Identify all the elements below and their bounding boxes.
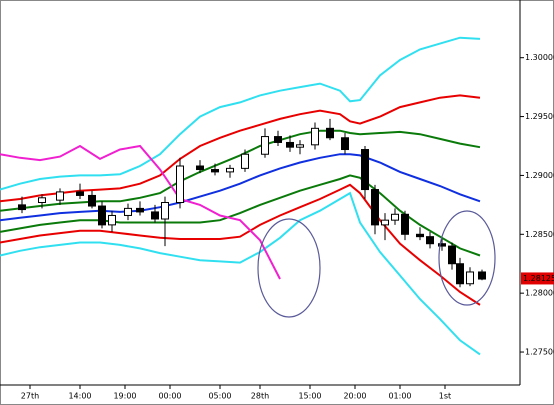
current-price-box [521,272,554,285]
indicator-line [0,129,481,212]
highlight-ellipse [438,210,496,306]
candle-body [274,136,282,143]
candle-body [136,207,144,213]
candle-body [456,263,464,285]
indicator-line [0,174,481,257]
candle-body [401,213,409,235]
candle-body [108,214,116,226]
candle-body [124,207,132,216]
highlight-ellipse [257,218,321,318]
x-tick-label: 05:00 [208,392,231,401]
candle-body [151,211,159,220]
indicator-line [0,144,281,280]
candle-body [311,127,319,146]
candle-body [161,202,169,220]
x-tick-label: 27th [21,392,39,401]
candle-body [448,245,456,265]
indicator-line [0,191,481,356]
current-price-label: 1.28125 [523,274,554,283]
candle-body [391,213,399,221]
candle-body [226,167,234,173]
indicator-line [0,94,481,203]
indicator-line [0,36,481,191]
y-tick-label: 1.29000 [525,171,554,180]
candle-body [371,189,379,226]
y-tick-label: 1.30000 [525,53,554,62]
candle-body [426,236,434,245]
x-tick-label: 15:00 [298,392,321,401]
candle-body [438,243,446,247]
candle-body [38,197,46,204]
candle-body [196,165,204,171]
candle-body [56,191,64,201]
candle-body [88,194,96,207]
candle-body [98,205,106,226]
candle-body [381,219,389,226]
y-tick-label: 1.29500 [525,112,554,121]
candle-body [341,137,349,151]
candle-body [76,191,84,196]
x-tick-label: 19:00 [113,392,136,401]
plot-area [0,36,486,356]
x-tick-label: 01:00 [388,392,411,401]
candle-body [296,144,304,148]
y-tick-label: 1.27500 [525,348,554,357]
candle-body [261,136,269,155]
candle-body [466,271,474,285]
x-tick-label: 28th [251,392,269,401]
candle-body [241,153,249,169]
y-tick-label: 1.28500 [525,230,554,239]
candle-body [478,271,486,280]
x-tick-label: 20:00 [343,392,366,401]
candle-body [416,233,424,238]
x-tick-label: 00:00 [158,392,181,401]
candle-body [18,204,26,211]
x-tick-label: 1st [439,392,451,401]
x-tick-label: 14:00 [68,392,91,401]
candle-body [211,169,219,173]
y-tick-label: 1.28000 [525,289,554,298]
candle-body [286,141,294,148]
candle-body [176,165,184,204]
candle-body [326,127,334,139]
indicator-line [0,153,481,222]
candle-body [361,149,369,191]
